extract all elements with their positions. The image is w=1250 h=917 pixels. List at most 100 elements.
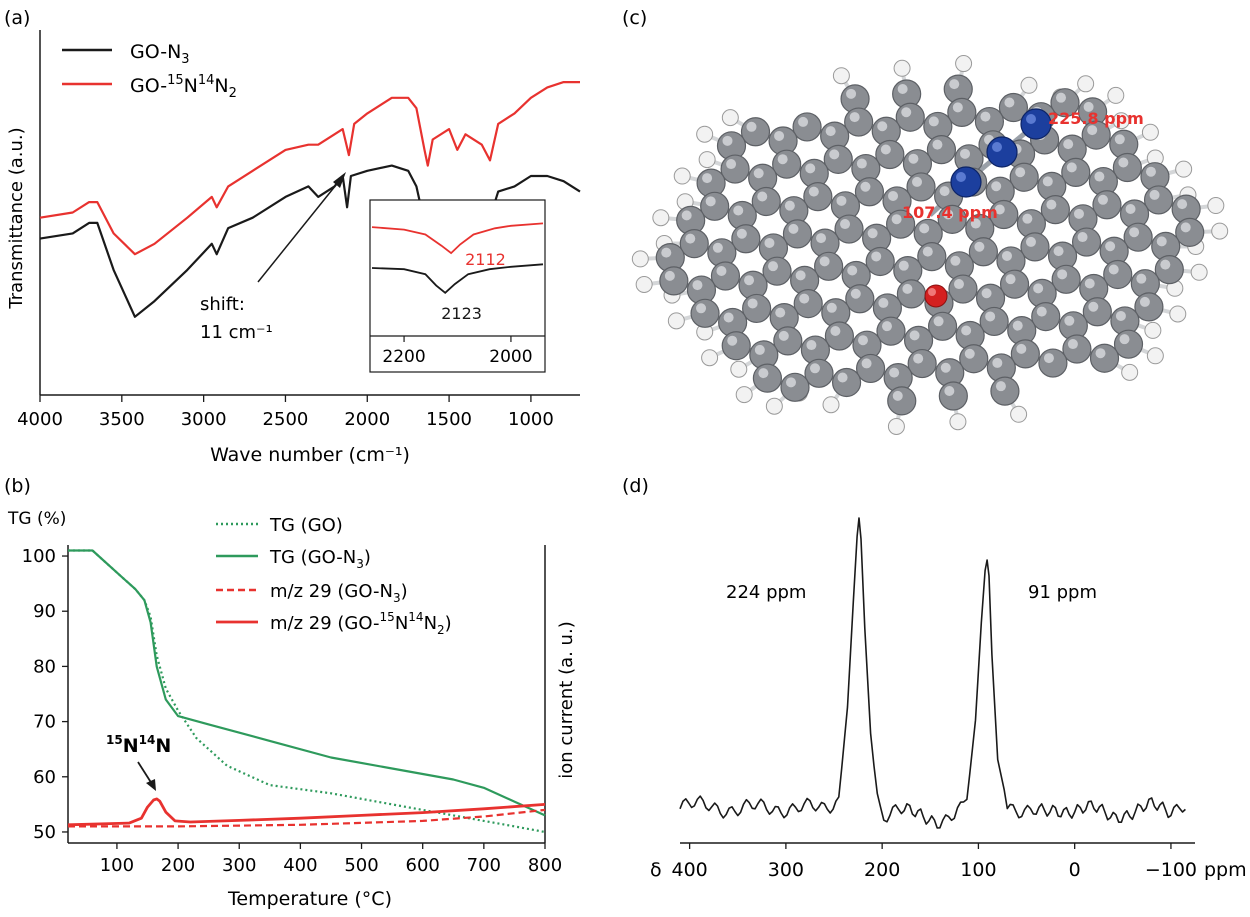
panel-b-label: (b) <box>4 475 31 497</box>
atom-highlight <box>901 107 912 118</box>
legend-label-go-n3: GO-N3 <box>130 41 190 67</box>
hydrogen-atom <box>887 417 905 435</box>
hydrogen-atom <box>955 55 973 73</box>
atom-highlight <box>1053 246 1064 257</box>
x-tick-label-d: 0 <box>1069 859 1081 881</box>
atom-highlight <box>825 126 836 137</box>
atom-highlight <box>1005 274 1016 285</box>
atom-highlight <box>723 312 734 323</box>
atom-highlight <box>777 154 788 165</box>
legend-label-mz29-go-n3: m/z 29 (GO-N3) <box>270 581 408 605</box>
atom-highlight <box>878 297 889 308</box>
inset-x-tick-label: 2000 <box>489 347 532 367</box>
carbon-atom <box>1061 157 1091 187</box>
carbon-atom <box>751 186 781 217</box>
carbon-atom <box>1092 190 1122 220</box>
x-tick-label-a: 2500 <box>263 409 309 430</box>
atom-highlight <box>871 251 882 262</box>
atom-highlight <box>953 279 964 290</box>
atom-highlight <box>1136 273 1147 284</box>
atom-highlight <box>1118 157 1129 168</box>
molecule-atoms <box>631 55 1229 435</box>
atom-highlight <box>1087 125 1098 136</box>
n2-arrowhead <box>146 779 156 791</box>
atom-highlight <box>819 256 830 267</box>
carbon-atom <box>1009 162 1039 192</box>
atom-highlight <box>981 288 992 299</box>
atom-highlight <box>1114 134 1125 145</box>
atom-highlight <box>808 186 819 197</box>
atom-highlight <box>1094 171 1105 182</box>
carbon-atom <box>721 331 751 361</box>
tg-ms-chart: 100 200 300 400 500 600 700 800 50 60 70 80 90 100 TG… <box>7 509 577 910</box>
atom-highlight <box>1012 320 1023 331</box>
carbon-atom <box>938 381 968 411</box>
carbon-atom <box>814 251 844 281</box>
atom-highlight <box>1033 283 1044 294</box>
carbon-atom <box>762 256 792 286</box>
y-tick-label-b: 90 <box>33 601 56 622</box>
atom-highlight <box>980 111 991 122</box>
carbon-atom <box>710 261 741 291</box>
carbon-atom <box>1038 348 1068 378</box>
x-axis-label-b: Temperature (°C) <box>227 888 392 910</box>
x-tick-label-b: 800 <box>528 855 562 876</box>
carbon-atom <box>1082 297 1112 327</box>
x-tick-label-b: 300 <box>222 855 256 876</box>
atom-highlight <box>778 330 789 341</box>
atom-highlight <box>909 330 920 341</box>
atom-highlight <box>1016 343 1027 354</box>
carbon-atom <box>1113 329 1144 359</box>
atom-highlight <box>960 148 971 159</box>
x-tick-label-b: 400 <box>283 855 317 876</box>
atom-highlight <box>939 186 950 197</box>
atom-highlight <box>840 219 851 230</box>
atom-highlight <box>952 102 963 113</box>
carbon-atom <box>792 112 822 142</box>
carbon-atom <box>690 298 720 328</box>
x-tick-label-b: 200 <box>161 855 195 876</box>
atom-highlight <box>716 266 727 277</box>
atom-highlight <box>913 353 924 364</box>
atom-highlight <box>961 325 972 336</box>
atom-highlight <box>932 139 943 150</box>
atom-highlight <box>928 116 939 127</box>
n-shift-label-alpha: 107.4 ppm <box>902 203 998 222</box>
oxygen-atom <box>924 284 948 308</box>
nmr-spectrum-line <box>679 517 1186 829</box>
atom-highlight <box>809 363 820 374</box>
carbon-atom <box>1010 339 1040 369</box>
atom-highlight <box>798 116 809 127</box>
atom-highlight <box>757 191 768 202</box>
carbon-atom <box>1031 302 1061 332</box>
x-tick-label-b: 700 <box>467 855 501 876</box>
shift-arrowhead <box>333 172 346 188</box>
atom-highlight <box>974 241 985 252</box>
hydrogen-atom <box>698 151 716 169</box>
atom-highlight <box>1036 306 1047 317</box>
carbon-atom <box>1051 264 1081 294</box>
atom-highlight <box>1160 259 1171 270</box>
atom-highlight <box>1108 264 1119 275</box>
atom-highlight <box>919 223 930 234</box>
hydrogen-atom <box>765 397 783 415</box>
atom-highlight <box>1095 348 1106 359</box>
carbon-atom <box>834 214 864 244</box>
carbon-atom <box>990 376 1020 406</box>
hydrogen-atom <box>701 349 719 367</box>
carbon-atom <box>968 237 998 267</box>
carbon-atom <box>752 363 783 393</box>
legend-label-tg-go-n3: TG (GO-N3) <box>269 547 371 571</box>
atom-highlight <box>985 311 996 322</box>
carbon-atom <box>740 117 771 147</box>
shift-annotation-line2: 11 cm⁻¹ <box>200 322 273 343</box>
atom-highlight <box>964 348 975 359</box>
atom-highlight <box>912 176 923 187</box>
n2-arrow-line <box>137 761 153 785</box>
inset-peak-label-2112: 2112 <box>465 250 506 269</box>
atom-highlight <box>1063 139 1074 150</box>
x-tick-label-b: 500 <box>344 855 378 876</box>
carbon-atom <box>1123 222 1153 252</box>
hydrogen-atom <box>696 125 714 143</box>
